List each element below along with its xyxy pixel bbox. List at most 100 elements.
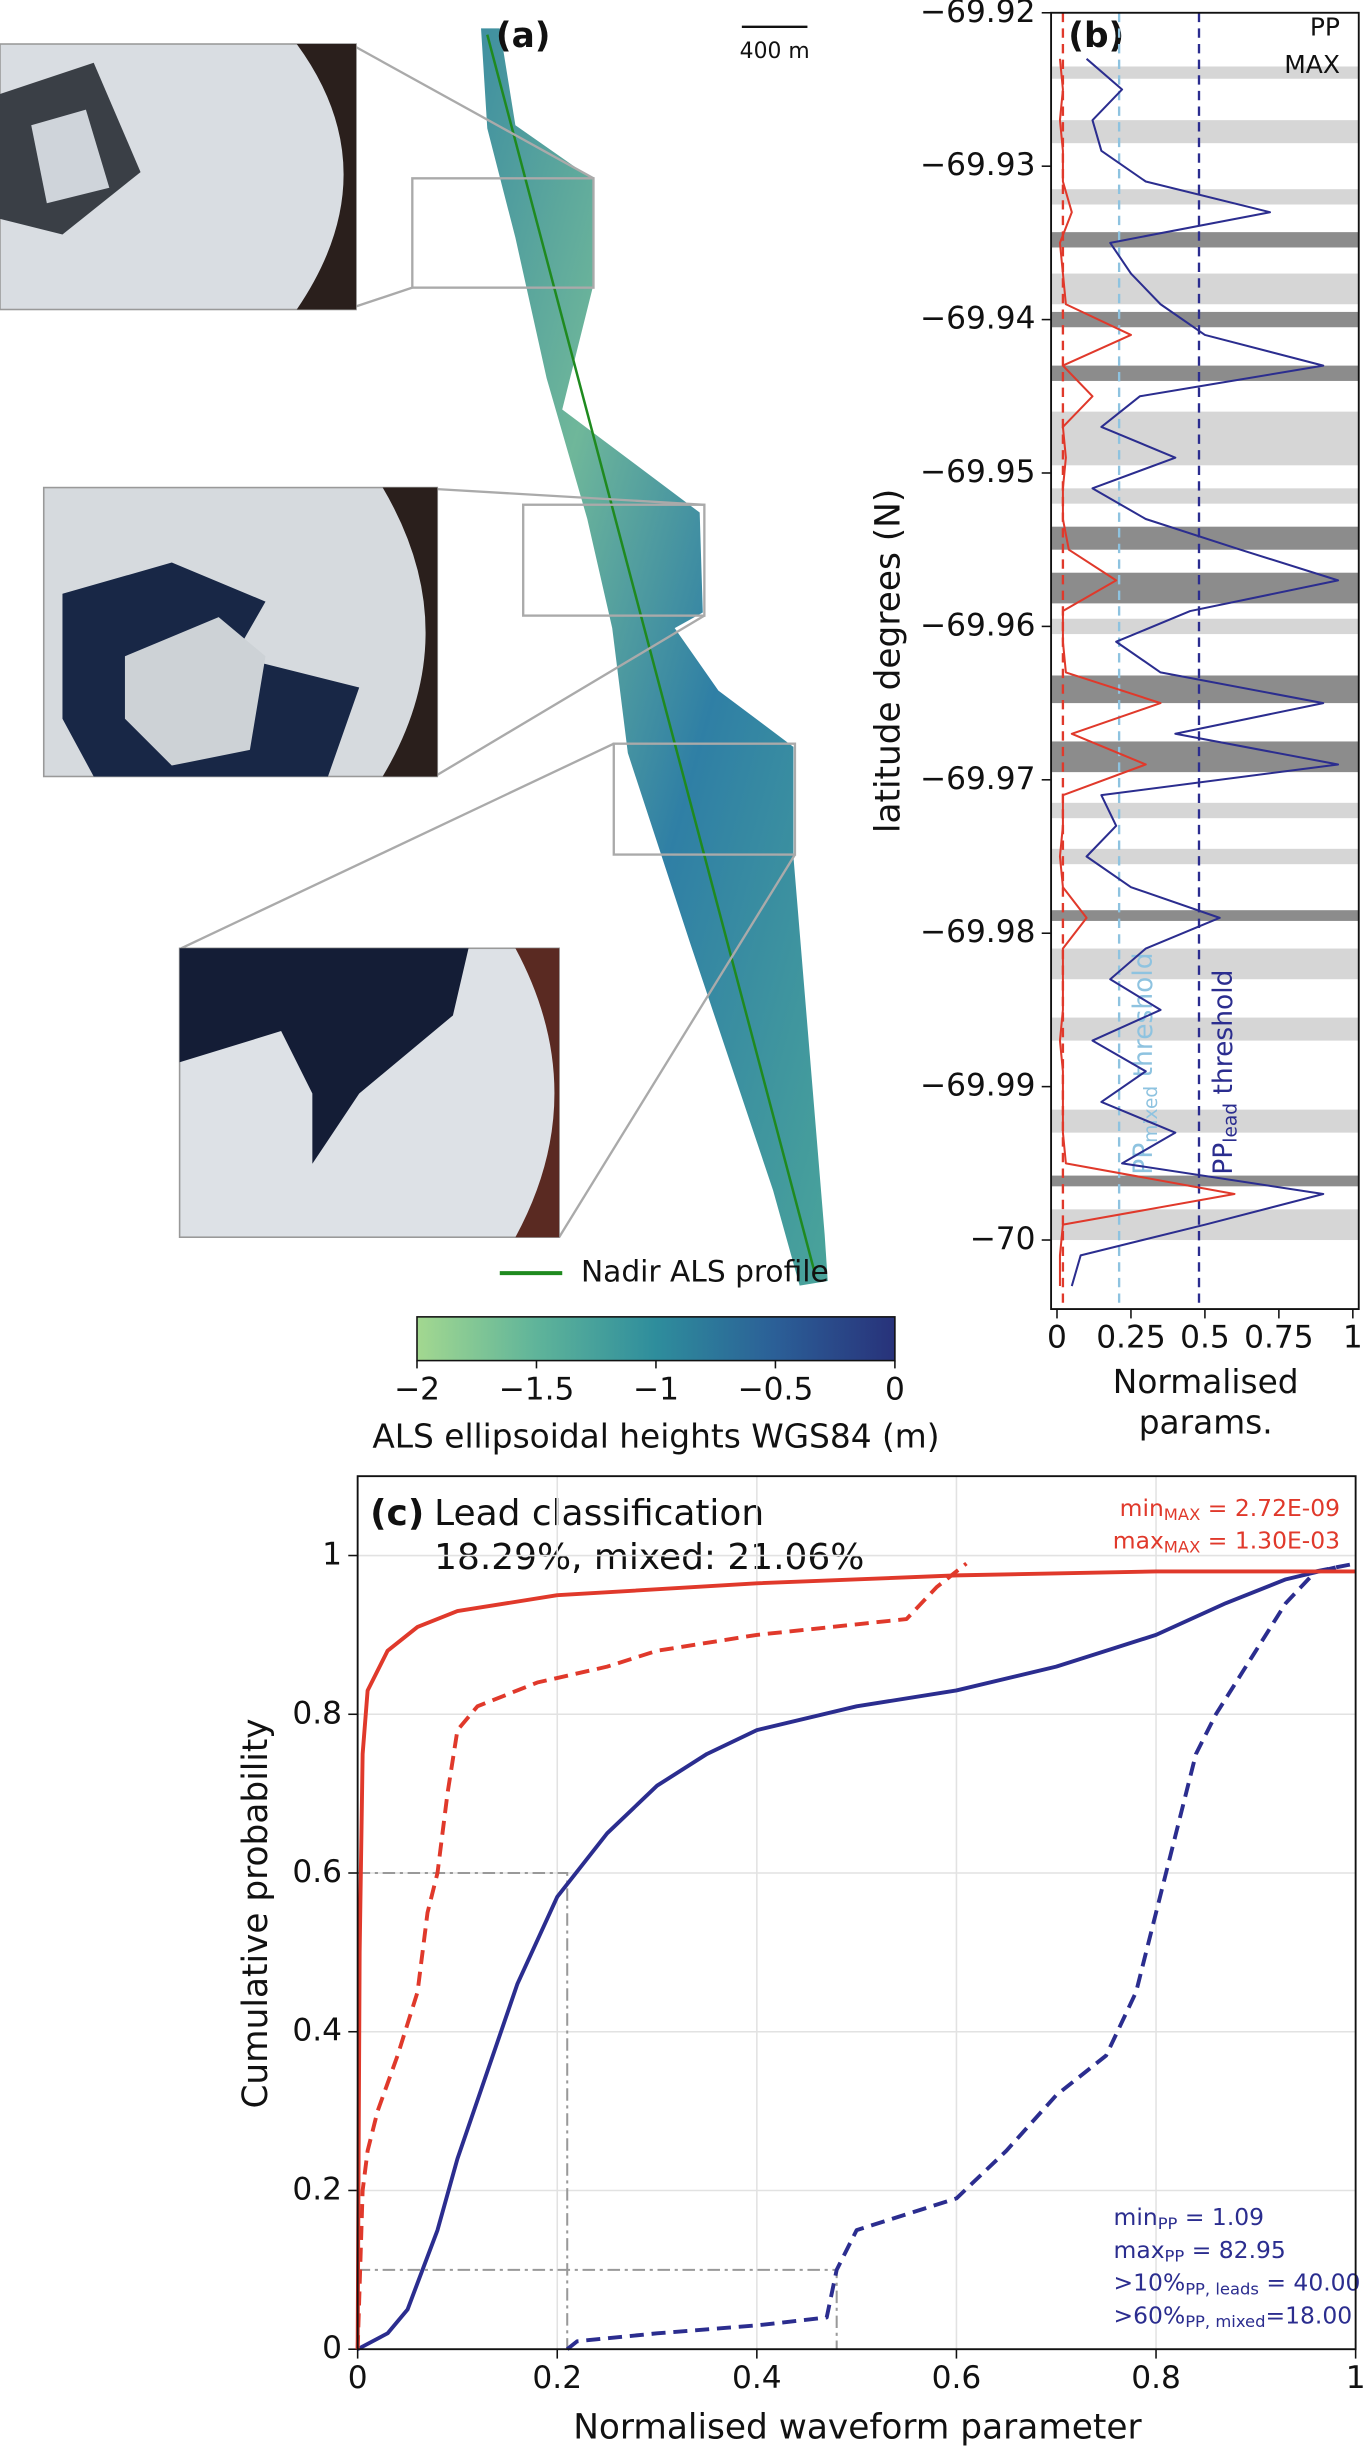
threshold-label-sub: mixed (1140, 1086, 1161, 1143)
legend-label: PP (1310, 12, 1340, 41)
y-tick-label: 0.2 (292, 2171, 342, 2207)
legend-label: Nadir ALS profile (581, 1254, 829, 1289)
stat-label-rest: = 2.72E-09 (1200, 1493, 1340, 1521)
colorbar-tick-label: 0 (885, 1371, 905, 1407)
colorbar-tick-label: −0.5 (738, 1371, 814, 1407)
colorbar-tick-label: −2 (394, 1371, 440, 1407)
y-tick-label: −69.95 (920, 454, 1036, 490)
data-line (1058, 58, 1236, 1287)
lat-band (1051, 488, 1359, 504)
stat-label-sub: PP (1165, 2246, 1185, 2265)
x-tick-label: 0.5 (1180, 1320, 1230, 1356)
y-tick-label: −69.96 (920, 607, 1036, 643)
y-tick-label: −69.99 (920, 1068, 1036, 1104)
threshold-label-sub: lead (1220, 1103, 1241, 1143)
x-tick-label: 1 (1346, 2360, 1365, 2396)
stat-label-rest: =18.00 (1266, 2301, 1353, 2329)
y-tick-label: 0.6 (292, 1854, 342, 1890)
colorbar (416, 1316, 896, 1362)
colorbar-tick-label: −1 (633, 1371, 679, 1407)
y-tick-label: 0 (322, 2330, 342, 2366)
stat-label: maxPP = 82.95 (1114, 2235, 1286, 2265)
x-tick-label: 0.8 (1131, 2360, 1181, 2396)
y-tick-label: 0.8 (292, 1695, 342, 1731)
stat-label-sub: PP, leads (1185, 2279, 1259, 2298)
stat-label-main: max (1113, 1526, 1164, 1554)
y-tick-label: 1 (322, 1537, 342, 1573)
lat-band (1051, 273, 1359, 305)
stat-label-sub: PP (1158, 2213, 1178, 2232)
lat-band (1051, 1017, 1359, 1041)
lat-band (1051, 66, 1359, 79)
stat-label: minMAX = 2.72E-09 (1120, 1493, 1340, 1523)
threshold-label-rest: threshold (1128, 952, 1159, 1085)
stat-label-rest: = 1.09 (1177, 2203, 1264, 2231)
y-axis-label: latitude degrees (N) (869, 489, 909, 833)
stat-label-sub: MAX (1164, 1537, 1201, 1556)
y-tick-label: −69.98 (920, 914, 1036, 950)
scale-bar-label: 400 m (740, 39, 810, 64)
x-tick-label: 0.2 (532, 2360, 582, 2396)
data-line (355, 1569, 1356, 2350)
nadir-line (486, 34, 817, 1276)
annotation: Lead classification (434, 1493, 764, 1534)
stat-label-main: max (1114, 2235, 1165, 2263)
data-line (1070, 58, 1340, 1287)
lat-band (1051, 411, 1359, 466)
lat-band (1051, 910, 1359, 921)
stat-label-sub: MAX (1164, 1504, 1201, 1523)
panel-title: (b) (1068, 16, 1124, 56)
x-axis-label: Normalised waveform parameter (573, 2407, 1142, 2447)
lat-band (1051, 848, 1359, 865)
plot-frame (356, 1475, 1357, 2351)
x-tick-label: 0 (1047, 1320, 1067, 1356)
threshold-label-main: PP (1128, 1143, 1159, 1175)
y-tick-label: −69.97 (920, 761, 1036, 797)
threshold-label-rest: threshold (1207, 969, 1238, 1102)
stat-label-main: min (1114, 2203, 1158, 2231)
stat-label: >10%PP, leads = 40.00 (1114, 2268, 1361, 2298)
lat-band (1051, 618, 1359, 635)
colorbar-label: ALS ellipsoidal heights WGS84 (m) (372, 1418, 939, 1456)
lat-band (1051, 232, 1359, 248)
lat-band (1051, 675, 1359, 704)
lat-band (1051, 120, 1359, 144)
colorbar-tick-label: −1.5 (499, 1371, 575, 1407)
y-tick-label: −69.92 (920, 0, 1036, 30)
lat-band (1051, 802, 1359, 819)
stat-label-main: min (1120, 1493, 1164, 1521)
x-tick-label: 0 (348, 2360, 368, 2396)
x-axis-label: params. (1139, 1404, 1273, 1442)
y-tick-label: 0.4 (292, 2013, 342, 2049)
x-axis-label: Normalised (1113, 1363, 1299, 1401)
data-line (355, 1561, 968, 2350)
stat-label-main: >10% (1114, 2268, 1186, 2296)
lat-band (1051, 365, 1359, 381)
panel-title: (a) (496, 16, 551, 56)
stat-label-rest: = 82.95 (1184, 2235, 1286, 2263)
lat-band (1051, 1175, 1359, 1187)
x-tick-label: 1 (1343, 1320, 1363, 1356)
photo-1 (0, 43, 357, 311)
lat-band (1051, 948, 1359, 980)
data-line (356, 1565, 1337, 2351)
x-tick-label: 0.75 (1244, 1320, 1314, 1356)
stat-label: minPP = 1.09 (1114, 2203, 1265, 2233)
x-tick-label: 0.25 (1096, 1320, 1166, 1356)
stat-label-rest: = 40.00 (1259, 2268, 1361, 2296)
guide-line (357, 1871, 569, 2350)
y-tick-label: −70 (970, 1221, 1036, 1257)
y-axis-label: Cumulative probability (236, 1718, 276, 2108)
threshold-label: PPlead threshold (1207, 969, 1241, 1174)
lat-band (1051, 311, 1359, 328)
plot-frame (1050, 11, 1360, 1310)
panel-title: (c) (370, 1493, 424, 1534)
stat-label: maxMAX = 1.30E-03 (1113, 1526, 1340, 1556)
lat-band (1051, 1109, 1359, 1133)
callouts (180, 46, 797, 1238)
y-tick-label: −69.93 (920, 147, 1036, 183)
map-panel: 400 m (a) Nadir ALS profile ALS ellipsoi… (0, 16, 940, 1456)
stat-label-sub: PP, mixed (1185, 2312, 1265, 2331)
stat-label-main: >60% (1114, 2301, 1186, 2329)
